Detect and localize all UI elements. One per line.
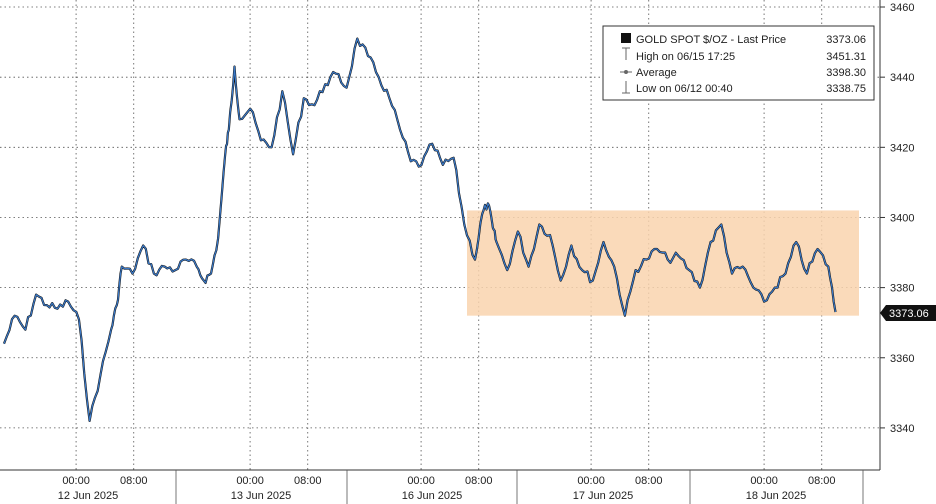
legend-low-value: 3338.75 (826, 83, 866, 95)
x-time-label: 08:00 (465, 475, 493, 487)
x-date-label: 13 Jun 2025 (231, 490, 292, 502)
last-price-tag-shape (880, 305, 936, 321)
x-date-label: 12 Jun 2025 (58, 490, 119, 502)
x-date-label: 16 Jun 2025 (402, 490, 463, 502)
x-time-label: 00:00 (236, 475, 264, 487)
legend-last-label: GOLD SPOT $/OZ - Last Price (636, 34, 786, 46)
legend-low-label: Low on 06/12 00:40 (636, 83, 733, 95)
legend-high-icon (622, 47, 630, 60)
x-time-label: 08:00 (635, 475, 663, 487)
y-tick-label: 3420 (890, 142, 914, 154)
x-time-label: 00:00 (577, 475, 605, 487)
x-date-label: 17 Jun 2025 (573, 490, 634, 502)
legend-high-label: High on 06/15 17:25 (636, 51, 735, 63)
x-time-label: 00:00 (62, 475, 90, 487)
y-ticks-layer: 3340 3360 3380 3400 3420 3440 3460 (880, 2, 914, 435)
last-price-tag-label: 3373.06 (889, 308, 929, 320)
y-tick-label: 3440 (890, 72, 914, 84)
x-time-label: 00:00 (407, 475, 435, 487)
legend-average-label: Average (636, 67, 677, 79)
legend-last-value: 3373.06 (826, 34, 866, 46)
y-tick-label: 3380 (890, 283, 914, 295)
price-line (3, 38, 837, 422)
x-time-label: 08:00 (120, 475, 148, 487)
legend: GOLD SPOT $/OZ - Last Price 3373.06 High… (602, 25, 875, 101)
legend-average-value: 3398.30 (826, 67, 866, 79)
legend-average-icon (620, 70, 632, 74)
x-time-label: 08:00 (294, 475, 322, 487)
y-tick-label: 3460 (890, 2, 914, 14)
y-tick-label: 3340 (890, 423, 914, 435)
y-tick-label: 3360 (890, 353, 914, 365)
y-tick-label: 3400 (890, 212, 914, 224)
x-ticks-layer: 00:00 08:00 00:00 08:00 00:00 08:00 00:00 08:00… (58, 470, 864, 504)
legend-black-square-icon (621, 33, 631, 43)
legend-high-value: 3451.31 (826, 51, 866, 63)
legend-box (602, 25, 875, 101)
legend-low-icon (622, 81, 630, 94)
range-band (467, 210, 859, 316)
x-time-label: 00:00 (750, 475, 778, 487)
last-price-tag: 3373.06 (880, 305, 936, 321)
x-time-label: 08:00 (808, 475, 836, 487)
x-date-label: 18 Jun 2025 (746, 490, 807, 502)
